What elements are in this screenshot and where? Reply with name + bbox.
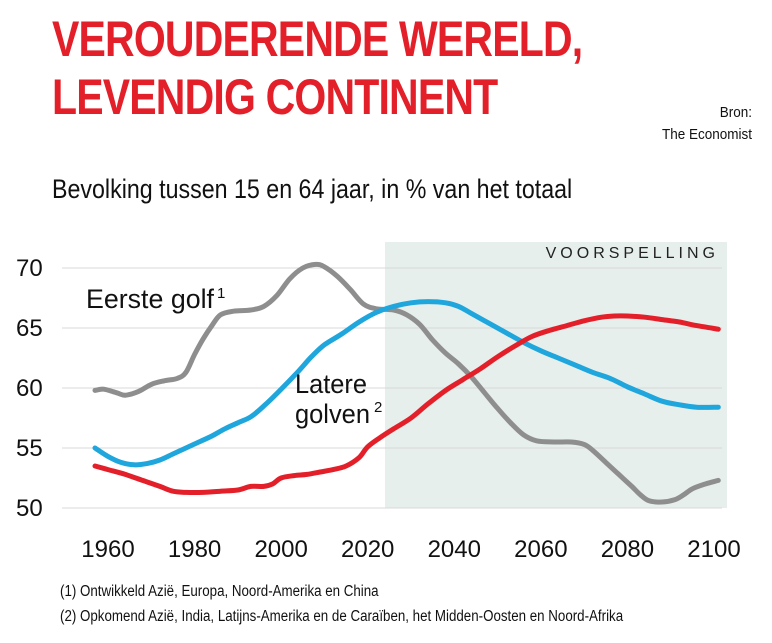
later-waves-label-line-2: golven (295, 399, 370, 429)
y-tick-label: 55 (16, 435, 43, 462)
chart-subtitle: Bevolking tussen 15 en 64 jaar, in % van… (52, 174, 573, 204)
x-tick-label: 2000 (254, 536, 307, 563)
series-line-later_waves (92, 299, 721, 468)
y-tick-label: 65 (16, 315, 43, 342)
forecast-label: VOORSPELLING (546, 245, 719, 262)
x-axis: 1960 1980 2000 2020 2040 2060 2080 2100 (81, 536, 740, 563)
first-wave-label: Eerste golf (86, 284, 214, 314)
y-tick-label: 70 (16, 255, 43, 282)
grid (62, 267, 722, 509)
footnote-2: (2) Opkomend Azië, India, Latijns-Amerik… (60, 608, 624, 625)
y-tick-label: 50 (16, 495, 43, 522)
x-tick-label: 2080 (601, 536, 654, 563)
forecast-region: VOORSPELLING (385, 242, 727, 508)
y-tick-label: 60 (16, 375, 43, 402)
title-line-1: VEROUDERENDE WERELD, (52, 11, 583, 67)
x-tick-label: 2100 (687, 536, 740, 563)
forecast-band (385, 242, 727, 508)
x-tick-label: 2040 (428, 536, 481, 563)
x-tick-label: 1960 (81, 536, 134, 563)
series-line-first_wave (92, 261, 721, 505)
later-waves-footnote-mark: 2 (374, 399, 382, 416)
series-line-africa (92, 313, 721, 496)
x-tick-label: 2020 (341, 536, 394, 563)
series-lines (92, 261, 721, 505)
annotations: Eerste golf 1 Latere golven 2 (86, 284, 382, 429)
x-tick-label: 1980 (168, 536, 221, 563)
source-label: Bron: (719, 104, 752, 121)
source-credit: Bron: The Economist (662, 102, 752, 146)
later-waves-label-line-1: Latere (295, 369, 367, 399)
source-name: The Economist (661, 126, 752, 143)
title-line-2: LEVENDIG CONTINENT (52, 69, 498, 125)
x-tick-label: 2060 (514, 536, 567, 563)
footnote-1: (1) Ontwikkeld Azië, Europa, Noord-Ameri… (60, 583, 379, 600)
chart-title: VEROUDERENDE WERELD, LEVENDIG CONTINENT (52, 10, 583, 126)
y-axis: 70 65 60 55 50 (16, 255, 43, 522)
first-wave-footnote-mark: 1 (217, 285, 225, 302)
